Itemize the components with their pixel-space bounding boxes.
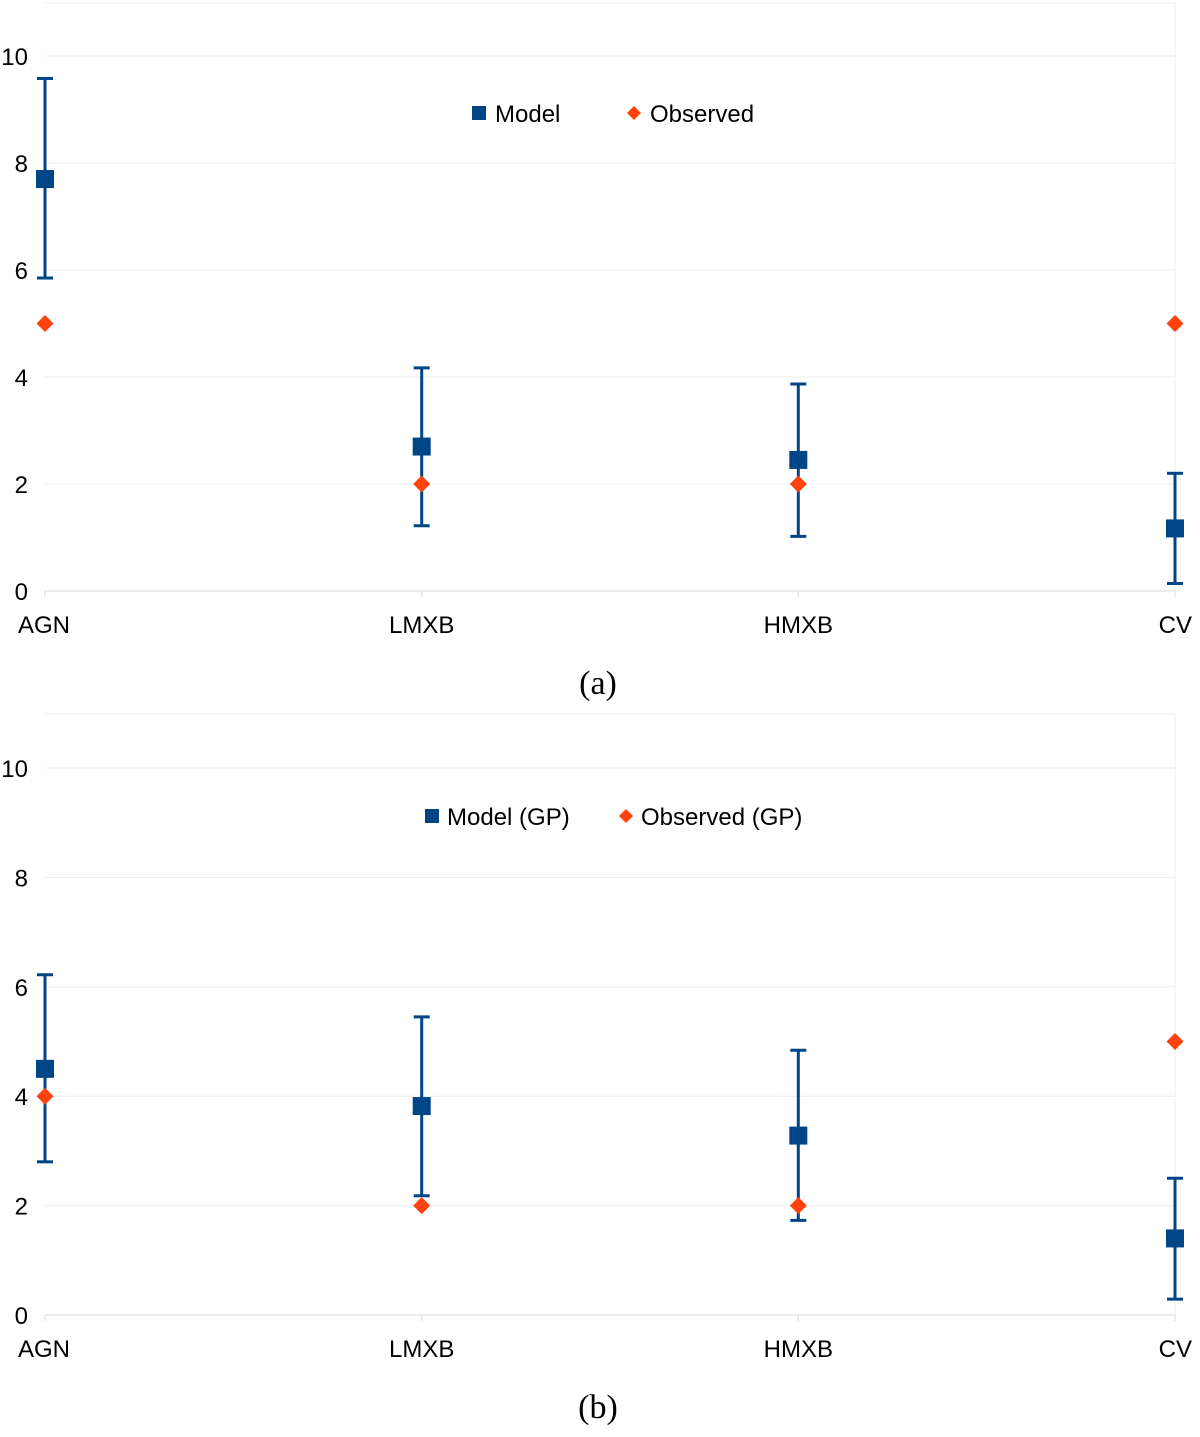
legend-model-label: Model (GP) — [447, 804, 570, 831]
model-point — [36, 170, 54, 189]
chart-panel-b: 0 2 4 6 8 10 AGN LMXB HMXB CV Model (GP) Observed (… — [1, 713, 1192, 1426]
x-category-label: HMXB — [764, 1336, 833, 1363]
plot-frame — [45, 2, 1176, 591]
model-point — [789, 450, 808, 469]
y-tick-label: 0 — [15, 579, 28, 606]
y-tick-label: 10 — [1, 756, 28, 783]
legend-observed-label: Observed (GP) — [641, 804, 802, 831]
model-point — [1166, 1229, 1184, 1248]
observed-point — [413, 475, 431, 493]
y-tick-label: 4 — [15, 1084, 28, 1111]
y-tick-label: 6 — [15, 258, 28, 285]
observed-point — [413, 1197, 431, 1215]
legend-observed-marker — [619, 809, 633, 823]
y-tick-label: 0 — [15, 1303, 28, 1330]
observed-point — [36, 1087, 54, 1105]
observed-point — [1166, 315, 1184, 332]
chart-caption: (b) — [578, 1389, 618, 1426]
chart-panel-a: 0 2 4 6 8 10 AGN LMXB HMXB CV Model Observed (a) — [1, 2, 1192, 702]
legend: Model (GP) Observed (GP) — [425, 804, 802, 831]
y-tick-label: 8 — [15, 151, 28, 178]
y-tick-label: 2 — [15, 472, 28, 499]
y-tick-label: 10 — [1, 44, 28, 71]
x-category-label: CV — [1159, 1336, 1192, 1363]
y-tick-label: 8 — [15, 865, 28, 892]
observed-point — [789, 475, 807, 493]
x-category-label: AGN — [18, 612, 70, 639]
legend-model-marker — [472, 106, 486, 120]
observed-point — [1166, 1033, 1184, 1050]
y-tick-label: 4 — [15, 365, 28, 392]
legend-model-label: Model — [495, 101, 560, 128]
plot-frame — [45, 713, 1176, 1315]
x-category-label: CV — [1159, 612, 1192, 639]
legend: Model Observed — [472, 101, 754, 128]
model-point — [412, 437, 431, 456]
observed-point — [36, 315, 54, 332]
legend-observed-label: Observed — [650, 101, 754, 128]
model-point — [1166, 519, 1184, 538]
y-tick-label: 2 — [15, 1194, 28, 1221]
model-point — [412, 1097, 431, 1116]
y-tick-label: 6 — [15, 975, 28, 1002]
x-category-label: LMXB — [389, 612, 454, 639]
x-category-label: AGN — [18, 1336, 70, 1363]
model-point — [789, 1126, 808, 1145]
x-category-label: LMXB — [389, 1336, 454, 1363]
legend-model-marker — [425, 809, 439, 823]
x-category-label: HMXB — [764, 612, 833, 639]
model-point — [36, 1059, 54, 1078]
observed-point — [789, 1197, 807, 1215]
legend-observed-marker — [627, 106, 641, 120]
chart-caption: (a) — [579, 665, 617, 702]
